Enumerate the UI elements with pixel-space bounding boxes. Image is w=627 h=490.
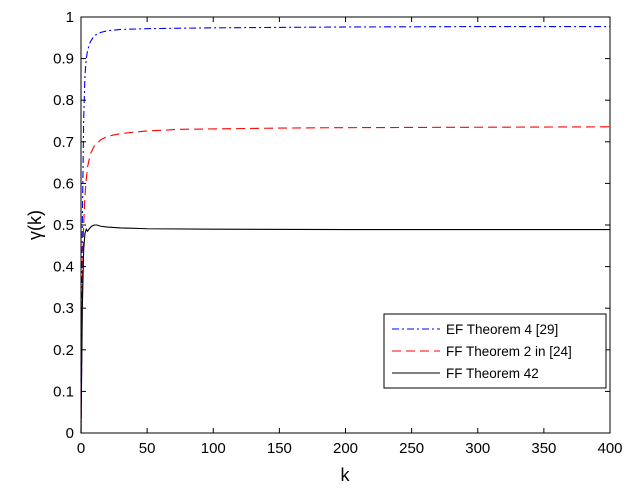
- y-tick-label: 0.8: [53, 92, 74, 109]
- tick-layer: 0 50 100 150 200 250 300 350 400 0 0.1 0.2 0.3 0.4 0.5…: [53, 9, 622, 457]
- x-tick-label: 350: [531, 440, 556, 457]
- y-tick-label: 0.1: [53, 383, 74, 400]
- y-tick-label: 0: [66, 425, 74, 442]
- y-tick-label: 0.9: [53, 51, 74, 68]
- x-tick-label: 250: [399, 440, 424, 457]
- series-line-1: [80, 26, 610, 434]
- x-tick-label: 400: [597, 440, 622, 457]
- y-tick-label: 0.6: [53, 175, 74, 192]
- series-line-2: [80, 126, 611, 434]
- x-tick-label: 50: [139, 440, 156, 457]
- y-tick-label: 0.2: [53, 342, 74, 359]
- y-tick-label: 0.5: [53, 217, 74, 234]
- legend-label-1: EF Theorem 4 [29]: [446, 322, 558, 337]
- x-axis-label: k: [341, 465, 351, 485]
- legend-label-3: FF Theorem 42: [446, 366, 539, 381]
- series-line-3: [80, 224, 610, 434]
- x-tick-label: 100: [201, 440, 226, 457]
- y-tick-label: 0.3: [53, 300, 74, 317]
- series-layer: [80, 26, 611, 434]
- legend: EF Theorem 4 [29] FF Theorem 2 in [24] FF …: [383, 313, 607, 389]
- y-tick-label: 0.4: [53, 259, 74, 276]
- y-tick-label: 0.7: [53, 134, 74, 151]
- x-tick-label: 150: [267, 440, 292, 457]
- y-tick-label: 1: [66, 9, 74, 26]
- legend-label-2: FF Theorem 2 in [24]: [446, 344, 572, 359]
- x-tick-label: 200: [333, 440, 358, 457]
- y-axis-label: γ(k): [25, 210, 45, 240]
- x-tick-label: 300: [465, 440, 490, 457]
- x-tick-label: 0: [77, 440, 85, 457]
